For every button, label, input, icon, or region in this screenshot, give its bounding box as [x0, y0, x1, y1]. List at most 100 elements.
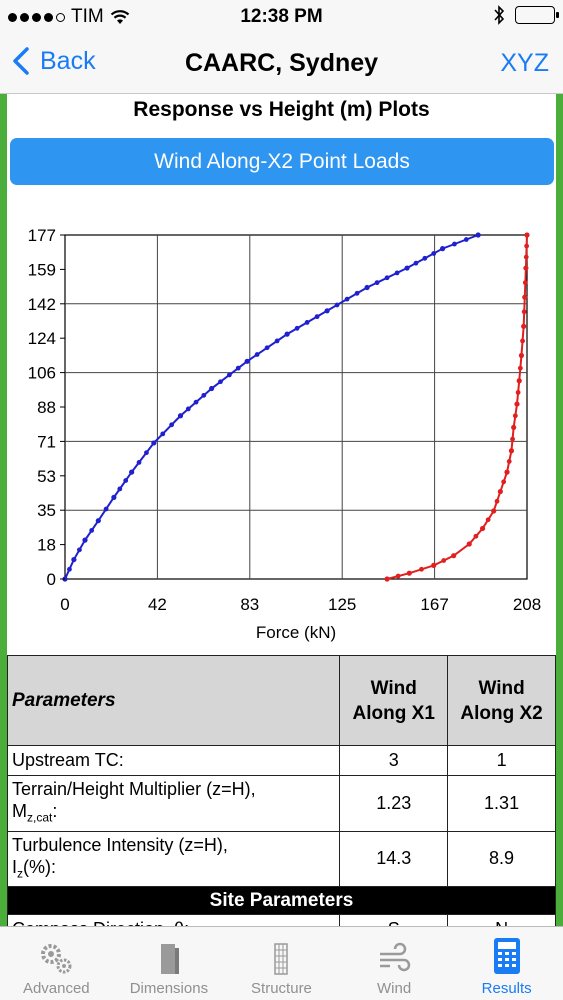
series-marker	[515, 390, 521, 395]
data-point	[497, 488, 503, 495]
series-marker	[524, 243, 530, 249]
status-bar: TIM 12:38 PM	[0, 0, 563, 36]
tab-dimensions[interactable]: Dimensions	[113, 927, 226, 1000]
series-marker	[344, 296, 350, 302]
series-marker	[394, 270, 400, 276]
data-point	[284, 331, 290, 337]
y-tick-label: 35	[37, 501, 56, 520]
series-marker	[473, 533, 479, 539]
signal-strength-icon	[8, 12, 65, 22]
series-marker	[160, 431, 166, 437]
building-dimensions-icon	[160, 944, 179, 974]
y-tick-label: 106	[28, 364, 56, 383]
series-marker	[123, 478, 129, 483]
series-marker	[185, 406, 191, 412]
row-value-x2: 1	[447, 745, 556, 776]
xyz-button[interactable]: XYZ	[500, 49, 549, 77]
data-point	[518, 352, 525, 359]
tab-label: Advanced	[22, 980, 90, 997]
y-tick-label: 177	[28, 226, 56, 245]
tab-structure[interactable]: Structure	[225, 927, 338, 1000]
series-marker	[77, 547, 82, 553]
data-point	[177, 413, 184, 419]
row-value-x1: 3	[339, 745, 449, 776]
series-marker	[201, 392, 207, 398]
gears-icon	[41, 944, 72, 974]
series-marker	[334, 302, 340, 308]
x-tick-label: 125	[328, 595, 356, 614]
row-value-x1: 1.23	[339, 775, 449, 832]
series-marker	[506, 459, 512, 464]
series-marker	[512, 413, 518, 419]
y-tick-label: 88	[37, 398, 56, 417]
series-marker	[264, 345, 270, 351]
table-row: Turbulence Intensity (z=H), Iz(%): 14.3 8…	[7, 830, 556, 888]
series-marker	[522, 280, 528, 286]
data-point	[431, 562, 437, 568]
data-point	[514, 401, 520, 407]
series-marker	[193, 399, 199, 405]
row-label: Upstream TC:	[7, 745, 341, 776]
tab-label: Results	[481, 980, 532, 997]
data-point	[524, 232, 530, 238]
carrier-name: TIM	[71, 6, 104, 27]
data-point	[384, 576, 390, 582]
bluetooth-icon	[494, 5, 505, 25]
table-row: Upstream TC: 3 1	[7, 745, 556, 776]
band-label: Site Parameters	[7, 886, 556, 916]
back-button[interactable]: Back	[12, 46, 96, 76]
series-marker	[67, 566, 72, 572]
series-marker	[413, 260, 419, 266]
wifi-icon	[110, 10, 129, 24]
data-point	[404, 265, 410, 271]
navigation-bar: Back CAARC, Sydney XYZ	[0, 36, 563, 94]
content-frame: Response vs Height (m) Plots Wind Along-…	[0, 94, 563, 926]
series-marker	[89, 528, 95, 533]
x-axis-label: Force (kN)	[256, 623, 336, 642]
row-value-x2: 8.9	[447, 830, 556, 888]
data-point	[466, 541, 472, 547]
x-tick-label: 0	[60, 595, 69, 614]
data-point	[508, 448, 515, 454]
series-marker	[374, 280, 380, 286]
data-point	[129, 469, 135, 475]
series-marker	[254, 352, 260, 357]
y-tick-label: 18	[37, 536, 56, 555]
series-marker	[235, 365, 241, 371]
parameters-table: Parameters Wind Along X1 Wind Along X2 Ups…	[7, 655, 556, 926]
y-tick-label: 53	[37, 467, 56, 486]
series-marker	[136, 459, 142, 465]
chart-series	[62, 232, 530, 582]
tab-results[interactable]: Results	[450, 927, 563, 1000]
table-row: Terrain/Height Multiplier (z=H), Mz,cat: …	[7, 775, 556, 832]
x-tick-label: 42	[148, 595, 167, 614]
point-loads-button[interactable]: Wind Along-X2 Point Loads	[10, 138, 554, 185]
series-marker	[226, 372, 232, 378]
series-marker	[395, 573, 401, 579]
data-point	[479, 525, 486, 532]
data-point	[516, 378, 522, 384]
series-along-wind	[384, 232, 530, 582]
section-title: Response vs Height (m) Plots	[133, 98, 430, 121]
tower-structure-icon	[274, 943, 289, 975]
response-height-chart: Along-WindCross-Wind 0428312516720801835…	[28, 226, 542, 642]
series-marker	[520, 338, 525, 344]
y-tick-label: 71	[37, 432, 56, 451]
series-marker	[419, 566, 424, 572]
tab-label: Dimensions	[129, 980, 209, 997]
signal-carrier: TIM	[8, 6, 130, 28]
chart-grid	[64, 234, 528, 580]
clock: 12:38 PM	[240, 6, 323, 27]
page-title: CAARC, Sydney	[184, 49, 379, 77]
y-tick-label: 159	[28, 260, 56, 279]
row-value-x2: N	[447, 914, 556, 926]
x-tick-label: 83	[240, 595, 259, 614]
tab-wind[interactable]: Wind	[338, 927, 451, 1000]
table-row: Compass Direction, θ: S N	[7, 914, 556, 926]
row-value-x2: 1.31	[447, 775, 556, 832]
calculator-icon	[493, 938, 520, 974]
tab-advanced[interactable]: Advanced	[0, 927, 113, 1000]
series-marker	[494, 498, 500, 504]
y-tick-label: 124	[28, 329, 56, 348]
series-marker	[517, 365, 523, 371]
